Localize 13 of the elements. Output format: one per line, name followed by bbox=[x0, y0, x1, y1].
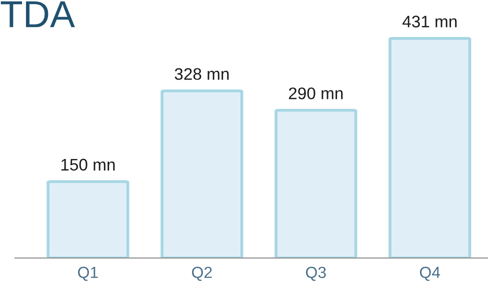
data-label: 328 mn bbox=[174, 68, 229, 80]
data-label: 290 mn bbox=[288, 87, 343, 100]
chart-title: TDA bbox=[0, 1, 75, 28]
x-tick-label: Q3 bbox=[306, 266, 326, 281]
x-tick-label: Q2 bbox=[192, 266, 212, 281]
x-tick-label: Q4 bbox=[420, 266, 440, 281]
data-label: 431 mn bbox=[402, 16, 457, 28]
bar bbox=[388, 37, 472, 258]
x-tick-label: Q1 bbox=[78, 266, 98, 281]
data-label: 150 mn bbox=[61, 158, 115, 171]
bar bbox=[160, 90, 244, 258]
bar bbox=[274, 108, 358, 258]
bar bbox=[46, 180, 130, 258]
